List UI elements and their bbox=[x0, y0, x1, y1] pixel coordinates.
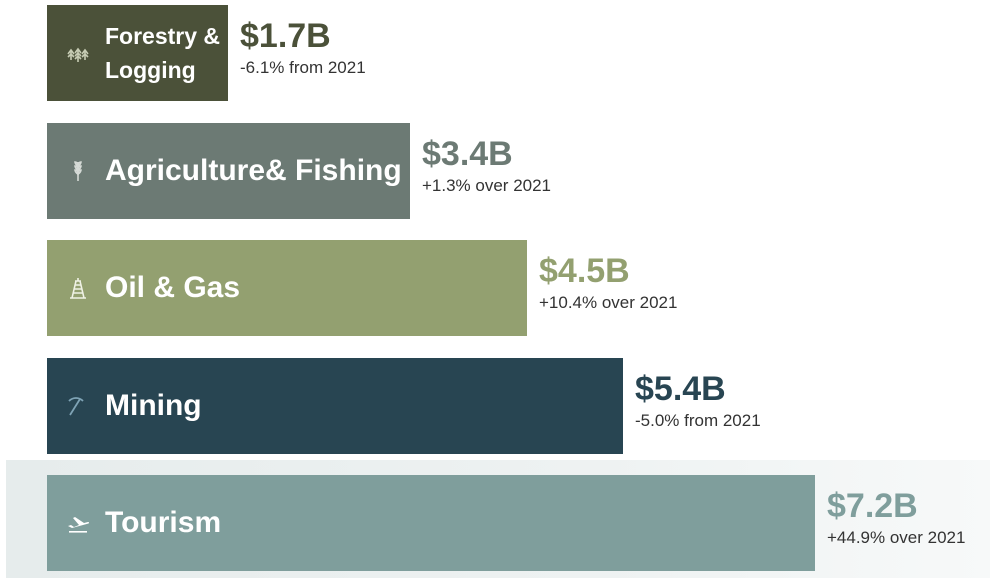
value-group: $4.5B +10.4% over 2021 bbox=[539, 252, 677, 314]
wheat-icon bbox=[65, 156, 91, 186]
value-label: $5.4B bbox=[635, 370, 726, 408]
bar-mining: Mining bbox=[47, 358, 623, 454]
value-group: $3.4B +1.3% over 2021 bbox=[422, 135, 551, 197]
trees-icon bbox=[65, 38, 91, 68]
value-label: $7.2B bbox=[827, 487, 918, 525]
change-label: +10.4% over 2021 bbox=[539, 293, 678, 312]
airplane-icon bbox=[65, 508, 91, 538]
value-group: $7.2B +44.9% over 2021 bbox=[827, 487, 965, 549]
change-label: -5.0% from 2021 bbox=[635, 411, 761, 430]
bar-label: Tourism bbox=[105, 506, 222, 539]
value-group: $5.4B -5.0% from 2021 bbox=[635, 370, 761, 432]
bar-tourism: Tourism bbox=[47, 475, 815, 571]
value-group: $1.7B -6.1% from 2021 bbox=[240, 17, 366, 79]
pickaxe-icon bbox=[65, 391, 91, 421]
bar-label: Forestry & Logging bbox=[105, 23, 221, 83]
bar-forestry-logging: Forestry & Logging bbox=[47, 5, 228, 101]
bar-agriculture-fishing: Agriculture& Fishing bbox=[47, 123, 410, 219]
change-label: +1.3% over 2021 bbox=[422, 176, 552, 195]
bar-label: Mining bbox=[105, 389, 202, 422]
value-label: $4.5B bbox=[539, 252, 630, 290]
change-label: +44.9% over 2021 bbox=[827, 528, 966, 547]
bar-label: Oil & Gas bbox=[105, 271, 241, 304]
value-label: $1.7B bbox=[240, 17, 331, 55]
value-label: $3.4B bbox=[422, 135, 513, 173]
oil-derrick-icon bbox=[65, 273, 91, 303]
bar-label: Agriculture& Fishing bbox=[105, 154, 402, 187]
change-label: -6.1% from 2021 bbox=[240, 58, 366, 77]
bar-oil-gas: Oil & Gas bbox=[47, 240, 527, 336]
